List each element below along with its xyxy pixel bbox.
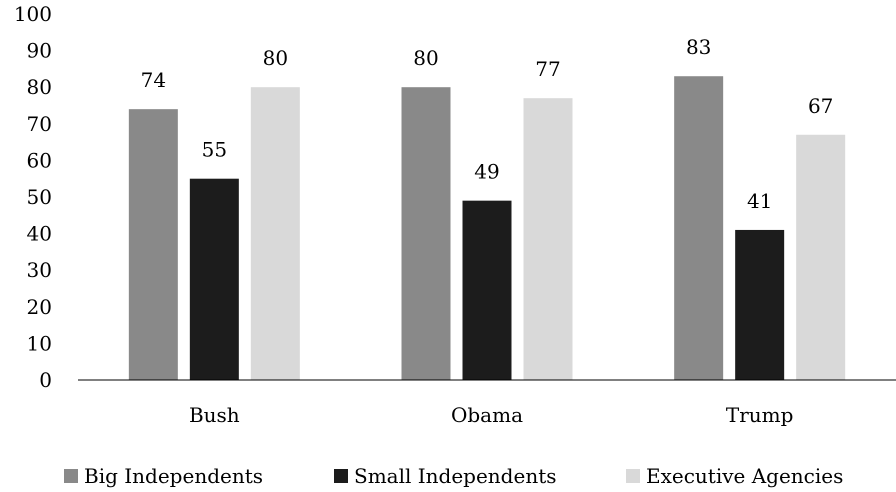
y-tick-label: 80 <box>27 75 52 99</box>
y-tick-label: 100 <box>14 2 52 26</box>
bar <box>401 87 451 380</box>
data-label: 80 <box>263 46 288 70</box>
data-label: 74 <box>141 68 166 92</box>
x-category-label: Obama <box>451 403 523 427</box>
y-tick-label: 70 <box>27 112 52 136</box>
y-axis: 0 10 20 30 40 50 60 70 80 90 100 <box>14 2 52 392</box>
legend-label: Small Independents <box>354 464 557 488</box>
y-tick-label: 40 <box>27 222 52 246</box>
bar <box>128 109 178 380</box>
bar <box>462 200 512 380</box>
bar <box>735 229 785 380</box>
y-tick-label: 30 <box>27 258 52 282</box>
x-category-label: Bush <box>189 403 240 427</box>
legend: Big Independents Small Independents Execut… <box>64 464 843 488</box>
bar <box>674 76 724 380</box>
bar <box>250 87 300 380</box>
data-label: 49 <box>474 160 499 184</box>
x-category-label: Trump <box>726 403 794 427</box>
data-label: 67 <box>808 94 833 118</box>
legend-swatch <box>334 469 348 483</box>
y-tick-label: 50 <box>27 185 52 209</box>
x-axis: Bush Obama Trump <box>189 403 793 427</box>
legend-label: Executive Agencies <box>646 464 843 488</box>
data-label: 41 <box>747 189 772 213</box>
legend-swatch <box>64 469 78 483</box>
legend-swatch <box>626 469 640 483</box>
bars <box>128 76 846 381</box>
bar <box>189 178 239 380</box>
y-tick-label: 0 <box>39 368 52 392</box>
y-tick-label: 20 <box>27 295 52 319</box>
data-label: 83 <box>686 35 711 59</box>
bar <box>523 98 573 381</box>
y-tick-label: 90 <box>27 39 52 63</box>
bar <box>796 134 846 380</box>
data-label: 55 <box>202 138 227 162</box>
data-label: 77 <box>535 57 560 81</box>
legend-label: Big Independents <box>84 464 263 488</box>
data-labels: 74 55 80 80 49 77 83 41 67 <box>141 35 834 213</box>
data-label: 80 <box>413 46 438 70</box>
y-tick-label: 10 <box>27 331 52 355</box>
y-tick-label: 60 <box>27 148 52 172</box>
